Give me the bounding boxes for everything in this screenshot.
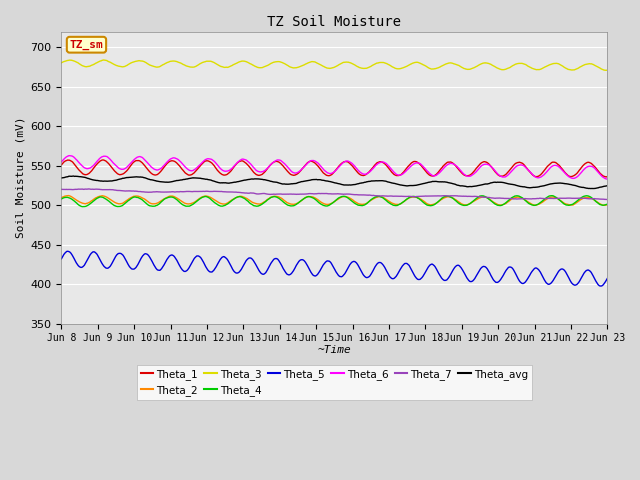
Theta_4	[122, 200, 130, 205]
Theta_avg	[289, 181, 297, 187]
Theta_6	[100, 153, 108, 159]
Title: TZ Soil Moisture: TZ Soil Moisture	[268, 15, 401, 29]
Theta_4	[369, 196, 376, 202]
Theta_6	[58, 159, 65, 165]
Theta_2	[301, 195, 308, 201]
Theta_5	[369, 269, 376, 275]
Theta_7	[604, 197, 611, 203]
Theta_5	[289, 268, 297, 274]
Line: Theta_4: Theta_4	[61, 196, 607, 206]
Line: Theta_7: Theta_7	[61, 189, 607, 200]
Theta_3	[100, 57, 108, 63]
Theta_2	[604, 202, 611, 207]
Theta_6	[369, 166, 376, 172]
Theta_avg	[100, 178, 108, 184]
Theta_5	[58, 256, 65, 262]
Theta_3	[604, 67, 611, 73]
Theta_7	[85, 186, 93, 192]
Theta_6	[122, 165, 130, 171]
Theta_7	[58, 186, 65, 192]
Theta_1	[58, 162, 65, 168]
Theta_6	[65, 153, 73, 158]
Theta_3	[58, 60, 65, 66]
Theta_5	[301, 258, 308, 264]
Line: Theta_3: Theta_3	[61, 60, 607, 70]
Theta_3	[289, 65, 297, 71]
Theta_3	[310, 59, 318, 65]
Theta_2	[289, 202, 297, 207]
Line: Theta_2: Theta_2	[61, 195, 607, 205]
Theta_6	[310, 158, 318, 164]
Theta_3	[369, 62, 376, 68]
Line: Theta_1: Theta_1	[61, 160, 607, 177]
Theta_avg	[58, 175, 65, 181]
Theta_6	[289, 170, 297, 176]
Line: Theta_avg: Theta_avg	[61, 176, 607, 189]
Y-axis label: Soil Moisture (mV): Soil Moisture (mV)	[15, 117, 25, 238]
Theta_3	[100, 57, 108, 63]
Theta_5	[122, 258, 130, 264]
Theta_avg	[369, 178, 376, 184]
Theta_7	[301, 191, 308, 197]
Theta_2	[122, 198, 130, 204]
Theta_4	[604, 201, 611, 207]
Theta_3	[122, 63, 130, 69]
Theta_1	[122, 168, 130, 174]
Theta_6	[301, 163, 308, 169]
Theta_2	[58, 195, 65, 201]
Theta_2	[100, 193, 108, 199]
Legend: Theta_1, Theta_2, Theta_3, Theta_4, Theta_5, Theta_6, Theta_7, Theta_avg: Theta_1, Theta_2, Theta_3, Theta_4, Thet…	[136, 365, 532, 400]
Theta_avg	[301, 178, 308, 184]
Theta_1	[310, 160, 318, 166]
Theta_6	[603, 176, 611, 182]
Theta_2	[64, 192, 72, 198]
Theta_5	[596, 283, 604, 289]
Line: Theta_6: Theta_6	[61, 156, 607, 179]
Theta_7	[122, 188, 130, 194]
Theta_2	[369, 196, 376, 202]
Theta_avg	[310, 177, 318, 182]
Theta_5	[604, 276, 611, 281]
Theta_3	[602, 67, 609, 73]
Theta_5	[100, 264, 108, 269]
Theta_4	[58, 196, 65, 202]
Theta_1	[604, 174, 611, 180]
Theta_4	[79, 204, 87, 209]
Theta_2	[310, 195, 318, 201]
Theta_4	[100, 195, 108, 201]
Theta_3	[301, 61, 308, 67]
Theta_6	[604, 176, 611, 182]
Theta_avg	[604, 183, 611, 189]
Theta_7	[100, 187, 108, 192]
Theta_4	[289, 203, 297, 209]
X-axis label: ~Time: ~Time	[317, 345, 351, 355]
Theta_avg	[122, 175, 130, 180]
Theta_avg	[587, 186, 595, 192]
Theta_4	[310, 196, 318, 202]
Theta_1	[100, 157, 108, 163]
Theta_1	[369, 165, 376, 171]
Text: TZ_sm: TZ_sm	[70, 40, 103, 50]
Theta_1	[289, 172, 297, 178]
Theta_7	[289, 192, 297, 197]
Theta_7	[369, 192, 376, 198]
Theta_7	[310, 191, 318, 197]
Theta_1	[99, 157, 107, 163]
Theta_4	[547, 193, 555, 199]
Theta_4	[301, 195, 308, 201]
Line: Theta_5: Theta_5	[61, 251, 607, 286]
Theta_1	[602, 174, 610, 180]
Theta_2	[531, 203, 539, 208]
Theta_5	[63, 248, 71, 254]
Theta_5	[310, 273, 318, 279]
Theta_avg	[70, 173, 77, 179]
Theta_1	[301, 163, 308, 168]
